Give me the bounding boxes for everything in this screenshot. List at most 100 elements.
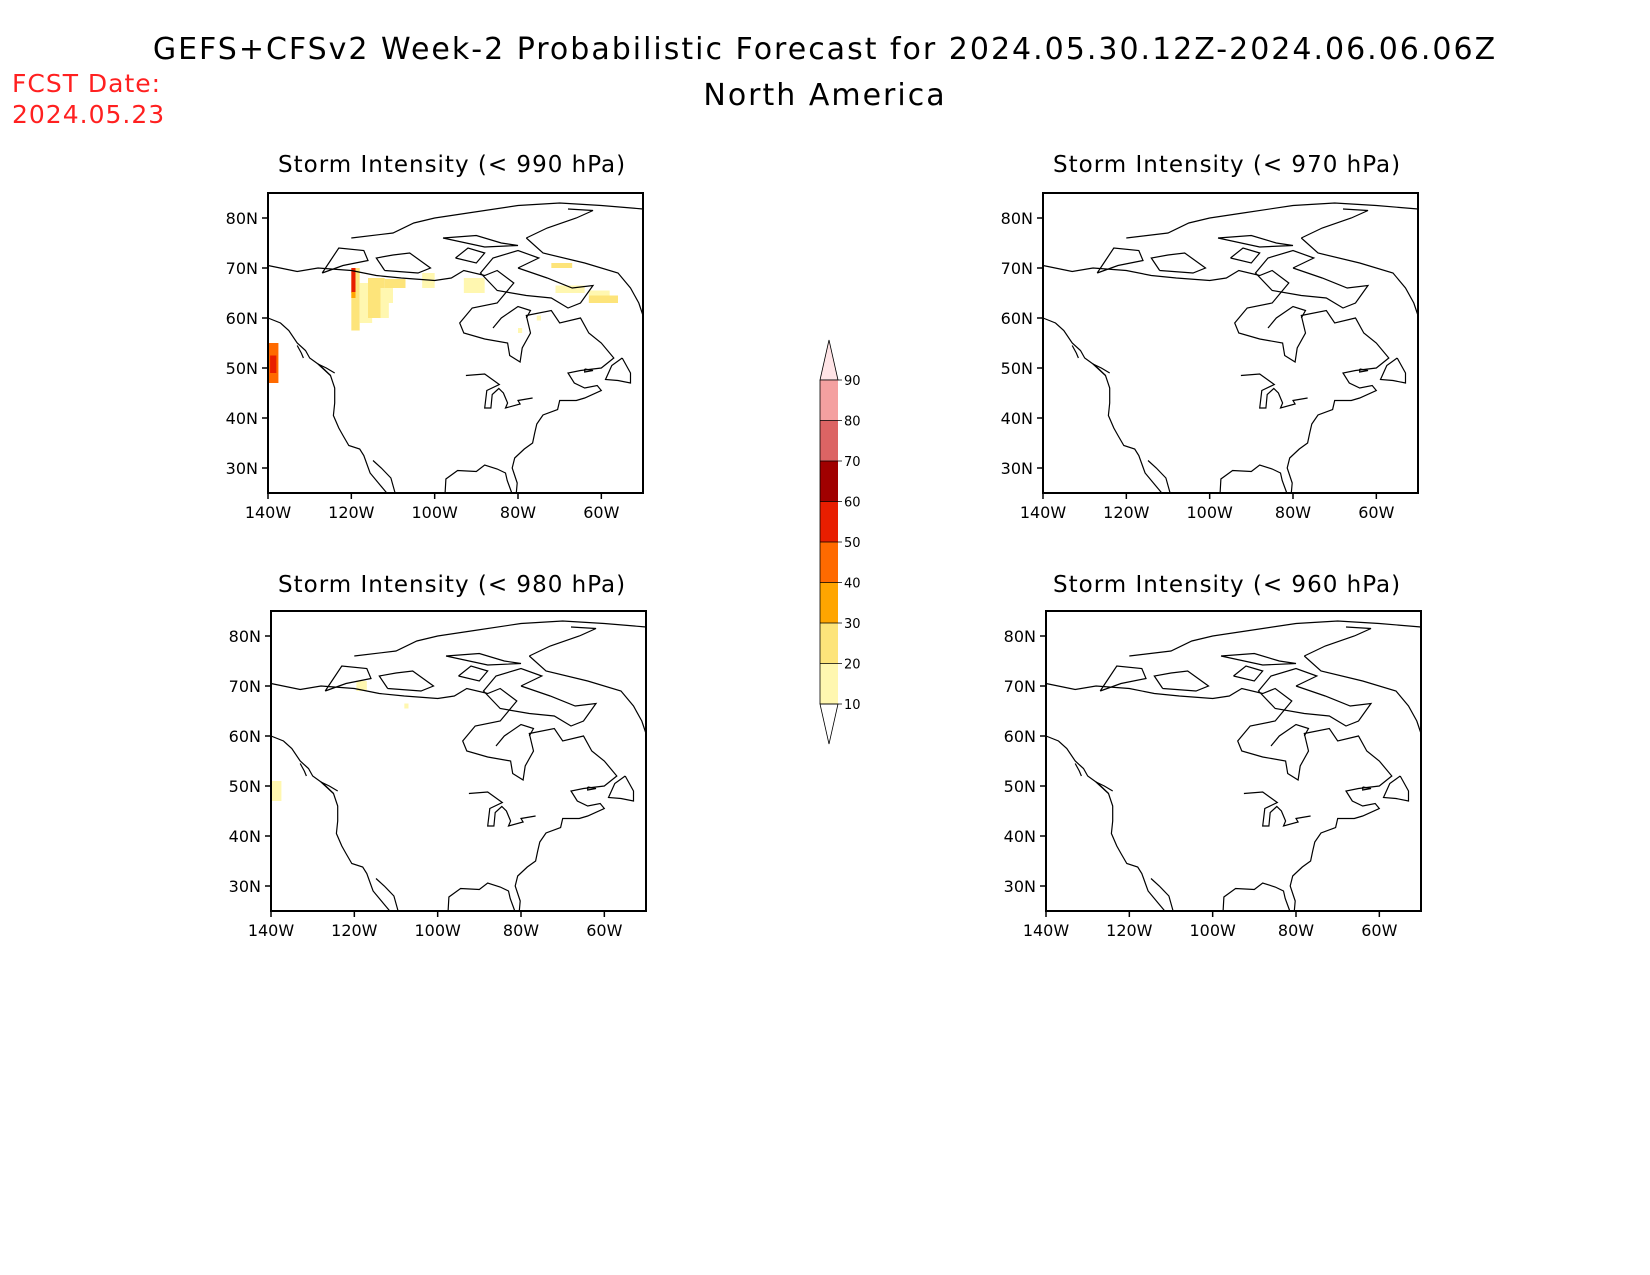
coastline	[492, 305, 532, 329]
lon-tick-label: 60W	[1358, 503, 1394, 522]
map-panel-960: 30N 40N 50N 60N 70N 80N 140W 120W 100W 80W 60W	[1004, 610, 1422, 940]
lat-tick-label: 70N	[229, 677, 261, 696]
coastlines	[1042, 202, 1419, 494]
lat-tick-label: 70N	[1004, 677, 1036, 696]
probability-cell	[351, 268, 360, 331]
coastline	[267, 264, 615, 494]
coastline	[267, 317, 388, 494]
coastline	[1042, 317, 1163, 494]
lon-tick-label: 60W	[1361, 921, 1397, 940]
coastline	[1240, 373, 1308, 409]
lon-tick-label: 100W	[1186, 503, 1233, 522]
colorbar-tick-label: 80	[844, 415, 861, 430]
coastline	[270, 682, 618, 912]
lat-tick-label: 40N	[226, 409, 258, 428]
coastline	[529, 626, 597, 657]
coastline	[299, 763, 307, 777]
colorbar-segment	[820, 461, 838, 502]
coastlines	[267, 202, 644, 494]
lat-tick-label: 40N	[1001, 409, 1033, 428]
coastline	[607, 775, 635, 802]
coastline	[1042, 264, 1390, 494]
coastline	[1126, 202, 1419, 239]
coastline	[1257, 667, 1373, 727]
coastlines	[270, 620, 647, 912]
coastline	[1217, 234, 1294, 248]
colorbar-tick-label: 10	[844, 698, 861, 713]
coastline	[351, 202, 644, 239]
coastline	[1300, 237, 1419, 316]
colorbar-segment	[820, 542, 838, 583]
coastline	[324, 665, 372, 692]
coastline	[1359, 368, 1369, 373]
coastline	[1099, 665, 1147, 692]
coastline	[1147, 460, 1171, 494]
coastline	[1071, 345, 1079, 359]
coastline	[525, 237, 644, 316]
coastline	[1092, 363, 1111, 376]
probability-cell	[384, 279, 406, 288]
map-frame	[267, 192, 644, 494]
coastline	[1304, 626, 1372, 657]
coastline	[375, 252, 432, 274]
lat-tick-label: 40N	[1004, 827, 1036, 846]
coastline	[1220, 652, 1297, 666]
coastline	[442, 234, 519, 248]
probability-cell	[404, 703, 409, 709]
coastline	[1150, 252, 1207, 274]
lat-tick-label: 50N	[1001, 359, 1033, 378]
probability-cell	[588, 295, 618, 303]
main-title: GEFS+CFSv2 Week-2 Probabilistic Forecast…	[152, 32, 1498, 67]
panel-title-980: Storm Intensity (< 980 hPa)	[278, 572, 627, 598]
probability-cell	[518, 328, 523, 333]
coastline	[1270, 723, 1310, 747]
coastline	[378, 670, 435, 692]
lon-tick-label: 100W	[411, 503, 458, 522]
lon-tick-label: 100W	[414, 921, 461, 940]
lon-tick-label: 120W	[1106, 921, 1153, 940]
lon-tick-label: 120W	[328, 503, 375, 522]
lon-tick-label: 60W	[586, 921, 622, 940]
probability-cell	[356, 681, 367, 691]
coastline	[270, 735, 391, 912]
coastline	[1219, 464, 1288, 494]
colorbar-tick-label: 20	[844, 658, 861, 673]
colorbar-tick-label: 60	[844, 496, 861, 511]
coastline	[445, 652, 522, 666]
coastline	[1150, 878, 1174, 912]
coastline	[447, 882, 516, 912]
lat-tick-label: 60N	[226, 309, 258, 328]
lat-tick-label: 80N	[226, 209, 258, 228]
lon-tick-label: 120W	[1103, 503, 1150, 522]
coastline	[604, 357, 632, 384]
colorbar-top-triangle	[819, 339, 839, 381]
forecast-date-label: FCST Date:	[12, 69, 162, 98]
lat-tick-label: 30N	[229, 877, 261, 896]
probability-shading	[271, 681, 409, 801]
coastline	[1254, 249, 1370, 309]
probability-cell	[384, 288, 393, 303]
lat-tick-label: 70N	[226, 259, 258, 278]
lat-tick-label: 30N	[226, 459, 258, 478]
coastline	[465, 373, 533, 409]
lon-tick-label: 80W	[1275, 503, 1311, 522]
coastline	[587, 786, 597, 791]
colorbar-segment	[820, 623, 838, 664]
forecast-date-value: 2024.05.23	[12, 100, 166, 129]
panel-title-960: Storm Intensity (< 960 hPa)	[1053, 572, 1402, 598]
lat-tick-label: 60N	[1001, 309, 1033, 328]
coastline	[321, 247, 369, 274]
coastline	[1045, 682, 1393, 912]
probability-cell	[555, 285, 585, 293]
coastline	[444, 464, 513, 494]
lat-tick-label: 50N	[1004, 777, 1036, 796]
probability-cell	[271, 781, 282, 801]
probability-cell	[551, 263, 573, 268]
probability-cell	[380, 288, 389, 318]
colorbar-segment	[820, 420, 838, 461]
coastline	[1095, 781, 1114, 794]
coastline	[354, 620, 647, 657]
region-subtitle: North America	[703, 78, 947, 113]
colorbar-bottom-triangle	[819, 703, 839, 745]
coastline	[1303, 655, 1422, 734]
